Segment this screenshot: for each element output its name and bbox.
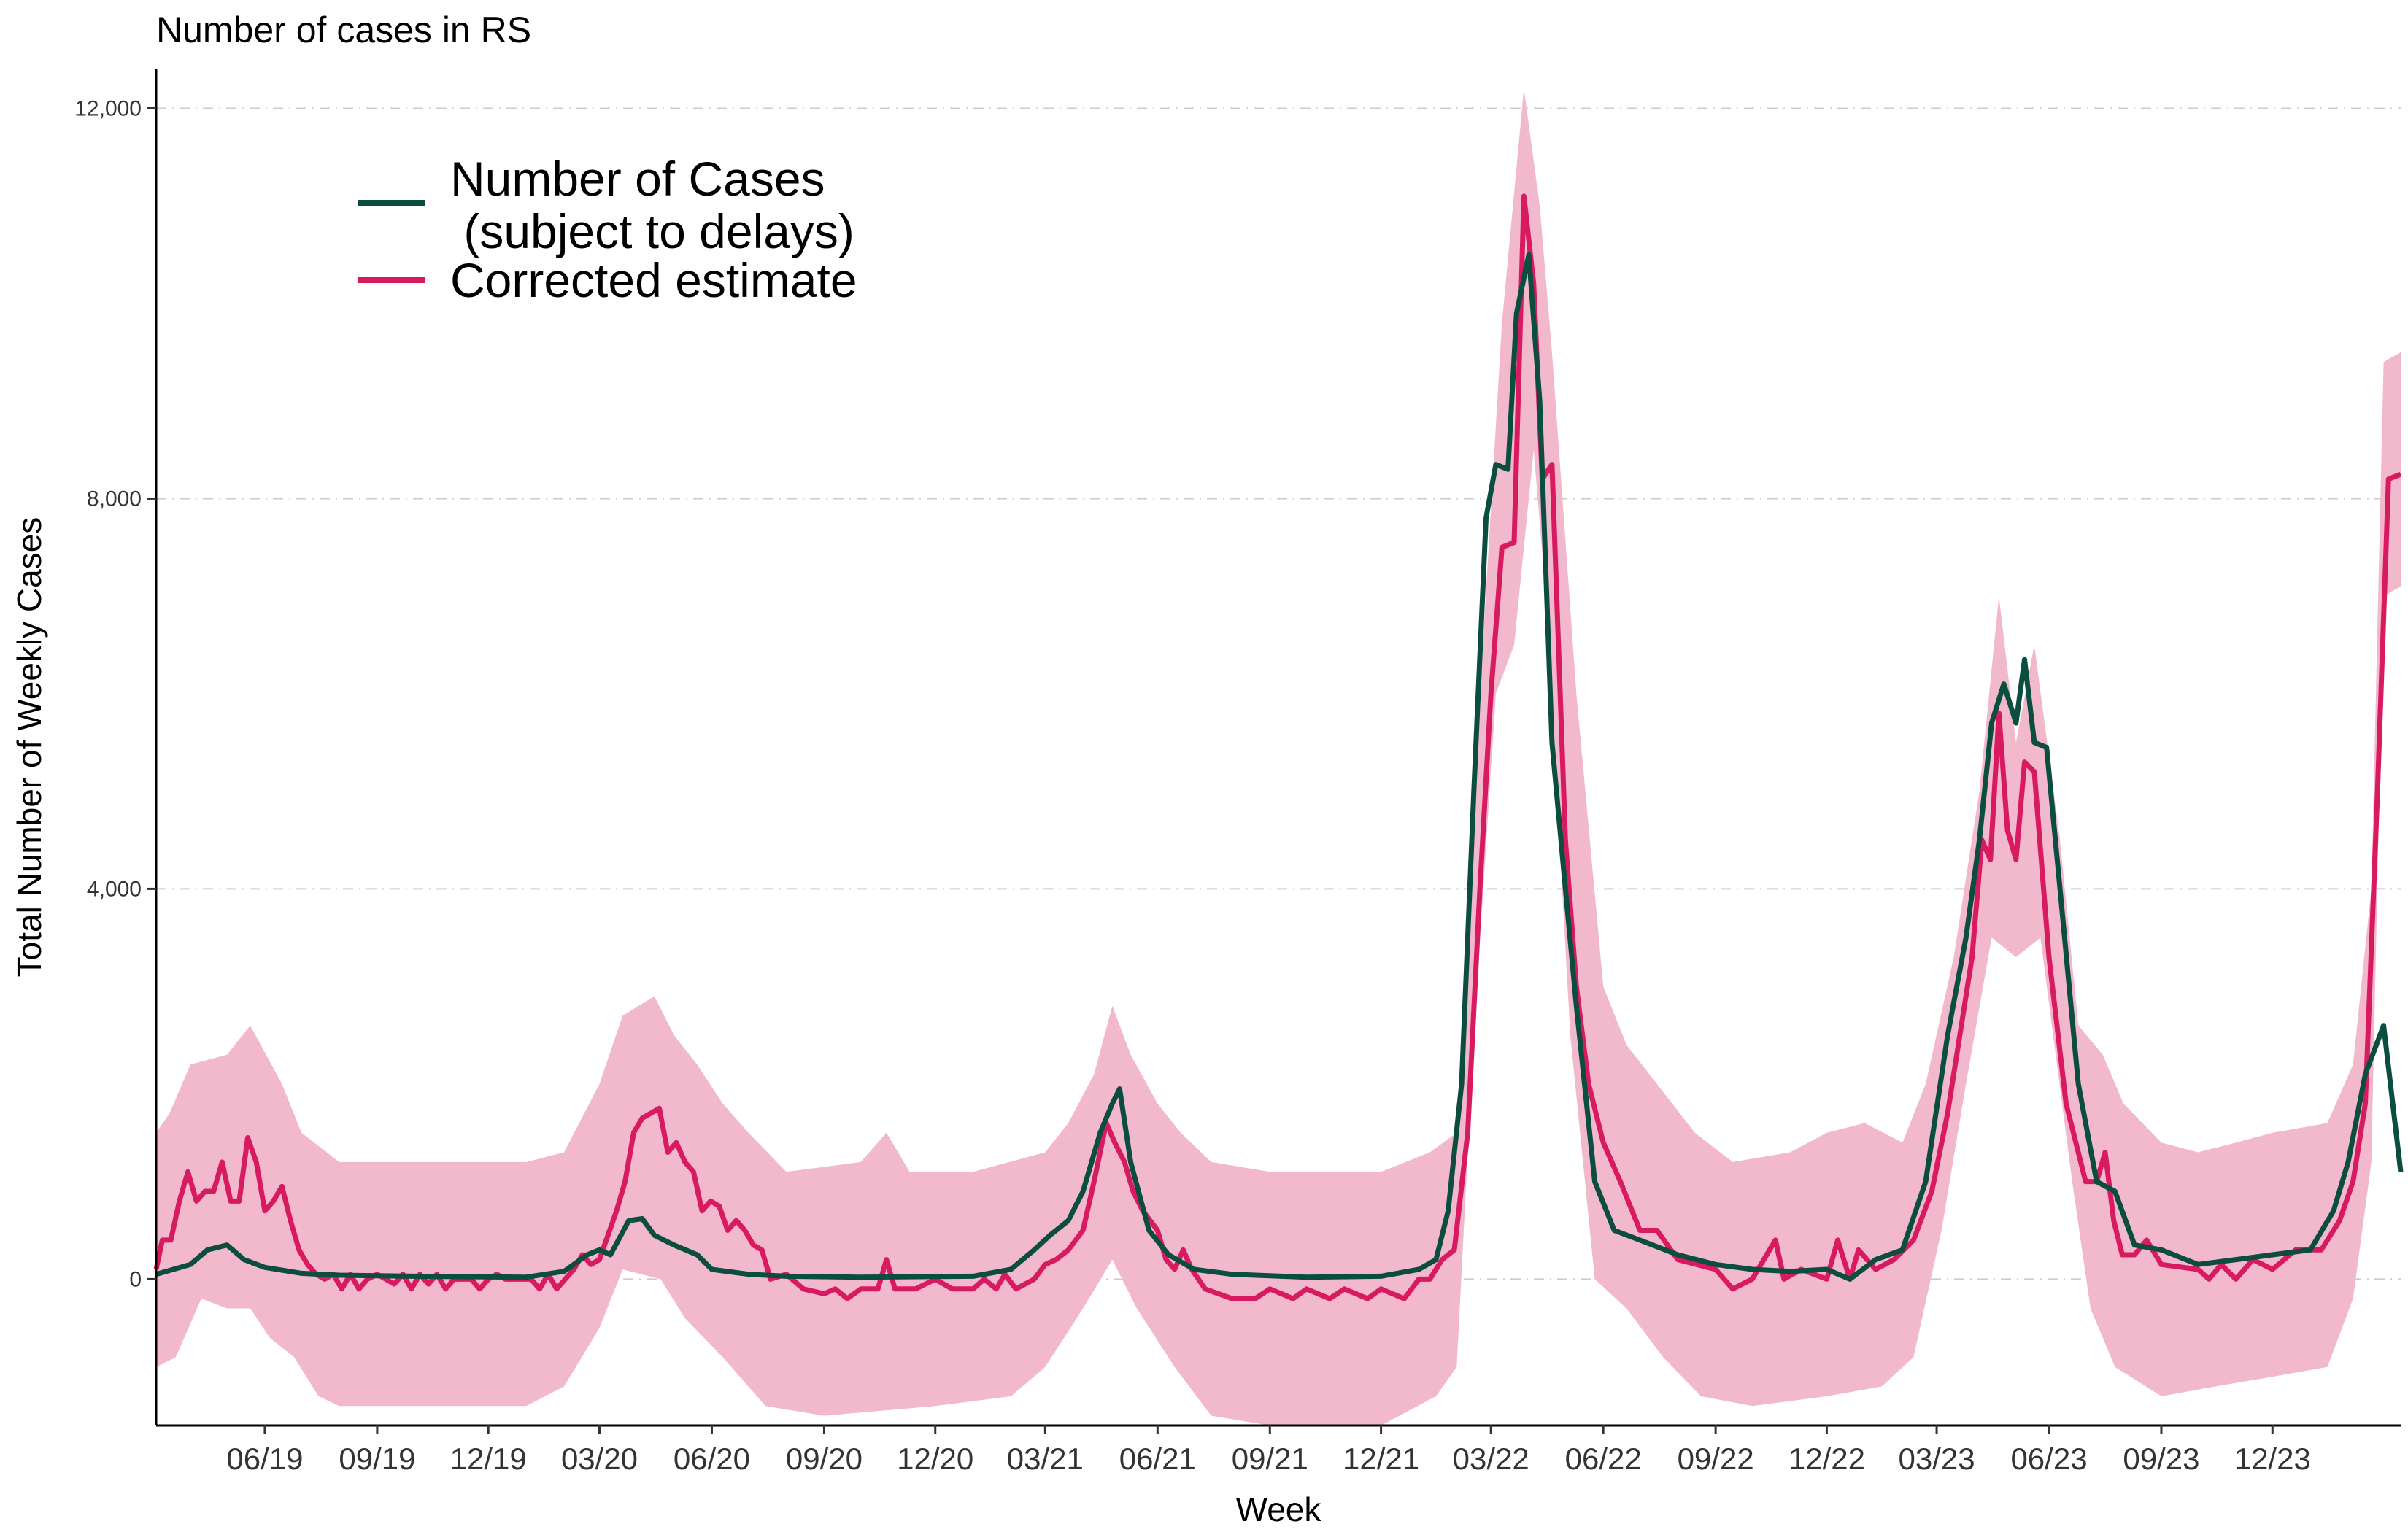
- x-tick-label: 12/22: [1788, 1442, 1865, 1476]
- x-tick-label: 12/23: [2234, 1442, 2311, 1476]
- legend-label-corrected-estimate: Corrected estimate: [450, 253, 857, 307]
- x-tick-label: 12/20: [897, 1442, 973, 1476]
- x-axis-title: Week: [1236, 1490, 1322, 1528]
- y-axis-title: Total Number of Weekly Cases: [10, 517, 48, 978]
- y-ticks: 0 4,000 8,000 12,000: [74, 96, 156, 1291]
- x-tick-label: 06/20: [674, 1442, 750, 1476]
- series-line-number-of-cases: [155, 252, 2404, 1282]
- x-tick-label: 03/21: [1007, 1442, 1084, 1476]
- x-tick-label: 12/21: [1343, 1442, 1419, 1476]
- chart-title: Number of cases in RS: [156, 9, 531, 50]
- y-tick-label: 12,000: [74, 96, 142, 120]
- legend: Number of Cases (subject to delays) Corr…: [328, 117, 883, 321]
- x-tick-label: 09/21: [1232, 1442, 1308, 1476]
- y-tick-label: 8,000: [87, 487, 142, 511]
- x-tick-label: 06/22: [1565, 1442, 1642, 1476]
- y-tick-label: 0: [129, 1267, 142, 1291]
- x-ticks: 06/19 09/19 12/19 03/20 06/20 09/20 12/20 03/21…: [226, 1425, 2311, 1476]
- x-tick-label: 09/22: [1678, 1442, 1754, 1476]
- x-tick-label: 06/19: [226, 1442, 303, 1476]
- x-tick-label: 03/20: [561, 1442, 638, 1476]
- series-line-corrected-estimate: [153, 193, 2402, 1301]
- x-tick-label: 09/19: [339, 1442, 415, 1476]
- x-tick-label: 12/19: [450, 1442, 527, 1476]
- x-tick-label: 09/23: [2123, 1442, 2199, 1476]
- x-tick-label: 06/23: [2010, 1442, 2087, 1476]
- y-tick-label: 4,000: [87, 877, 142, 901]
- ci-ribbon: [156, 88, 2401, 1426]
- legend-label-number-of-cases: Number of Cases (subject to delays): [450, 152, 854, 258]
- x-tick-label: 03/23: [1898, 1442, 1975, 1476]
- x-tick-label: 06/21: [1119, 1442, 1196, 1476]
- x-tick-label: 03/22: [1453, 1442, 1529, 1476]
- x-tick-label: 09/20: [786, 1442, 863, 1476]
- legend-background: [328, 117, 883, 321]
